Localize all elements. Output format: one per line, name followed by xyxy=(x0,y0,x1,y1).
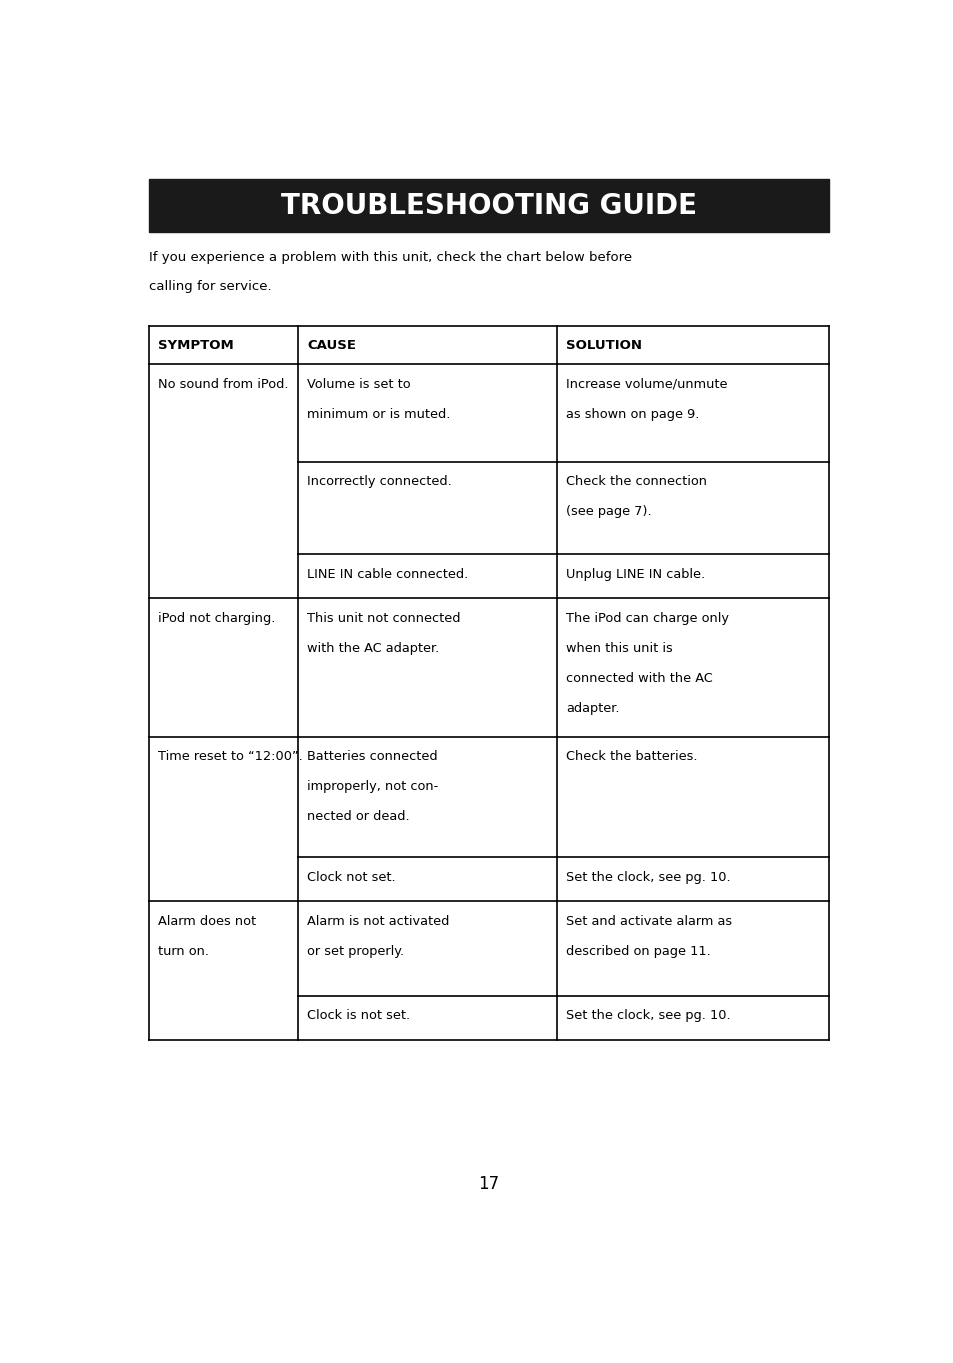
Text: Check the batteries.: Check the batteries. xyxy=(565,750,697,763)
Text: LINE IN cable connected.: LINE IN cable connected. xyxy=(307,567,468,581)
Text: Increase volume/unmute

as shown on page 9.: Increase volume/unmute as shown on page … xyxy=(565,378,726,421)
Text: SYMPTOM: SYMPTOM xyxy=(157,338,233,352)
Text: Time reset to “12:00”.: Time reset to “12:00”. xyxy=(157,750,302,763)
FancyBboxPatch shape xyxy=(149,180,828,232)
Text: SOLUTION: SOLUTION xyxy=(565,338,641,352)
Text: This unit not connected

with the AC adapter.: This unit not connected with the AC adap… xyxy=(307,612,460,654)
Text: If you experience a problem with this unit, check the chart below before: If you experience a problem with this un… xyxy=(149,251,631,263)
Text: Volume is set to

minimum or is muted.: Volume is set to minimum or is muted. xyxy=(307,378,450,421)
Text: Incorrectly connected.: Incorrectly connected. xyxy=(307,476,452,488)
Text: Clock not set.: Clock not set. xyxy=(307,871,395,885)
Text: Check the connection

(see page 7).: Check the connection (see page 7). xyxy=(565,476,706,518)
Text: Set the clock, see pg. 10.: Set the clock, see pg. 10. xyxy=(565,1010,730,1022)
Text: Batteries connected

improperly, not con-

nected or dead.: Batteries connected improperly, not con-… xyxy=(307,750,438,823)
Text: 17: 17 xyxy=(477,1175,499,1193)
Text: Clock is not set.: Clock is not set. xyxy=(307,1010,410,1022)
Text: No sound from iPod.: No sound from iPod. xyxy=(157,378,288,391)
Text: The iPod can charge only

when this unit is

connected with the AC

adapter.: The iPod can charge only when this unit … xyxy=(565,612,728,714)
Text: TROUBLESHOOTING GUIDE: TROUBLESHOOTING GUIDE xyxy=(280,192,697,219)
Text: iPod not charging.: iPod not charging. xyxy=(157,612,274,624)
Text: Unplug LINE IN cable.: Unplug LINE IN cable. xyxy=(565,567,704,581)
Text: Alarm does not

turn on.: Alarm does not turn on. xyxy=(157,915,255,958)
Text: Alarm is not activated

or set properly.: Alarm is not activated or set properly. xyxy=(307,915,449,958)
Text: Set and activate alarm as

described on page 11.: Set and activate alarm as described on p… xyxy=(565,915,731,958)
Text: Set the clock, see pg. 10.: Set the clock, see pg. 10. xyxy=(565,871,730,885)
Text: calling for service.: calling for service. xyxy=(149,279,272,293)
Text: CAUSE: CAUSE xyxy=(307,338,356,352)
